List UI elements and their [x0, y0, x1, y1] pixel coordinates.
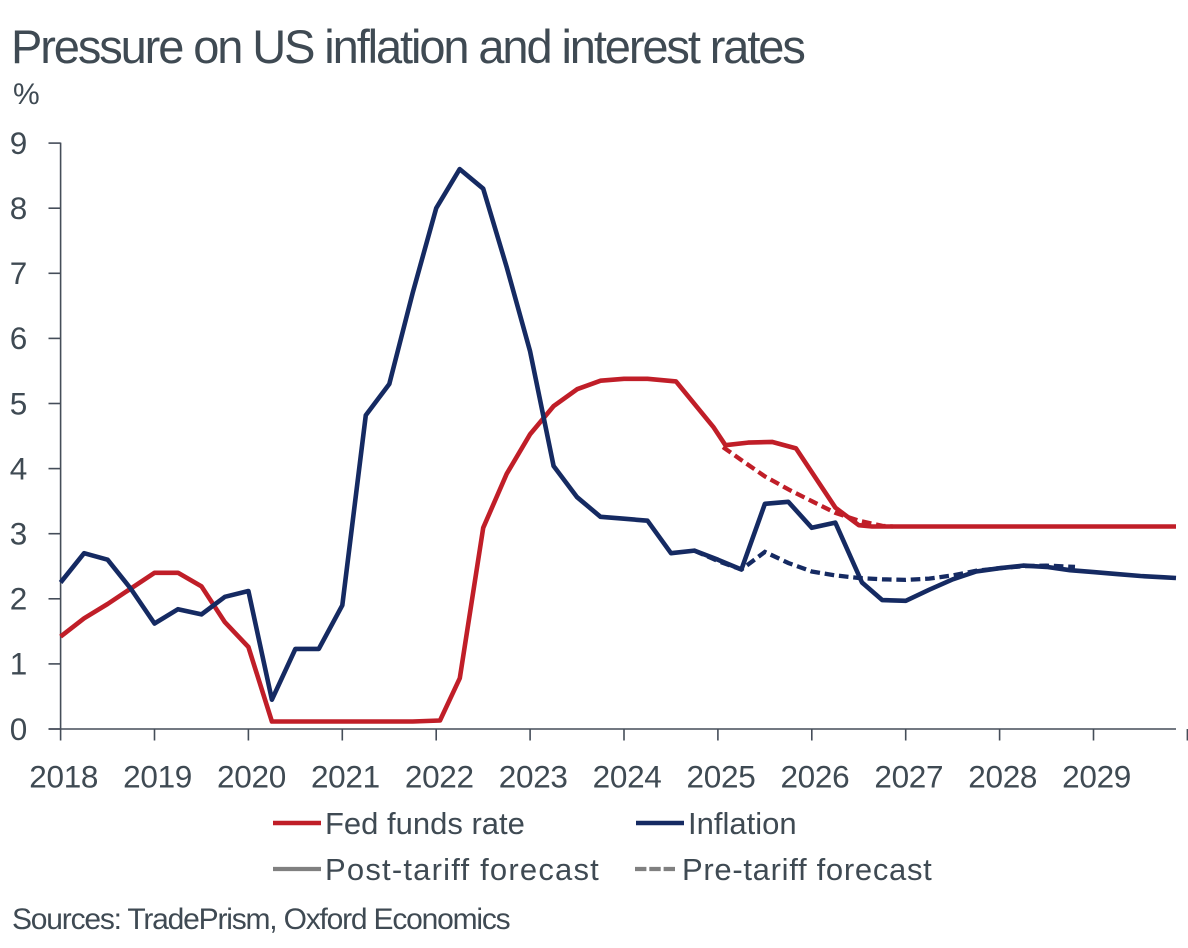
svg-text:1: 1: [10, 646, 27, 682]
svg-text:4: 4: [10, 450, 27, 486]
svg-text:7: 7: [10, 255, 27, 291]
svg-text:2025: 2025: [687, 759, 756, 795]
svg-text:2022: 2022: [405, 759, 474, 795]
svg-text:2026: 2026: [780, 759, 849, 795]
svg-text:2: 2: [10, 581, 27, 617]
svg-text:2029: 2029: [1062, 759, 1131, 795]
svg-text:2019: 2019: [123, 759, 192, 795]
svg-text:2018: 2018: [29, 759, 98, 795]
svg-text:2021: 2021: [311, 759, 380, 795]
svg-text:2027: 2027: [874, 759, 943, 795]
svg-text:2028: 2028: [968, 759, 1037, 795]
svg-text:2020: 2020: [217, 759, 286, 795]
svg-text:5: 5: [10, 385, 27, 421]
svg-text:6: 6: [10, 320, 27, 356]
svg-text:9: 9: [10, 125, 27, 161]
svg-text:2024: 2024: [593, 759, 662, 795]
svg-text:3: 3: [10, 516, 27, 552]
svg-text:8: 8: [10, 190, 27, 226]
svg-text:2023: 2023: [499, 759, 568, 795]
svg-text:0: 0: [10, 711, 27, 747]
